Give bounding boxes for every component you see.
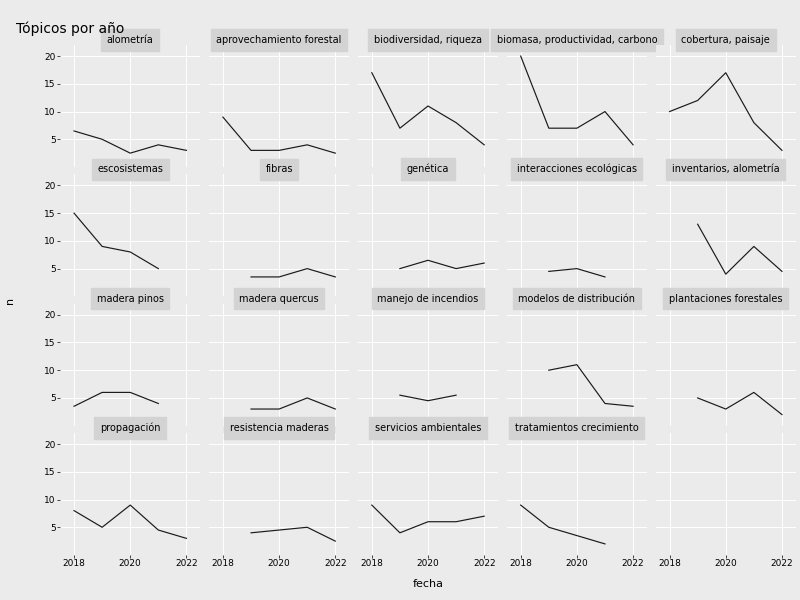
- Title: propagación: propagación: [100, 422, 161, 433]
- Text: Tópicos por año: Tópicos por año: [16, 21, 124, 35]
- Title: manejo de incendios: manejo de incendios: [378, 293, 478, 304]
- Title: aprovechamiento forestal: aprovechamiento forestal: [217, 35, 342, 45]
- Title: inventarios, alometría: inventarios, alometría: [672, 164, 779, 175]
- Title: biodiversidad, riqueza: biodiversidad, riqueza: [374, 35, 482, 45]
- Title: genética: genética: [407, 164, 449, 175]
- Title: cobertura, paisaje: cobertura, paisaje: [682, 35, 770, 45]
- Title: tratamientos crecimiento: tratamientos crecimiento: [515, 423, 638, 433]
- Title: modelos de distribución: modelos de distribución: [518, 293, 635, 304]
- Title: escosistemas: escosistemas: [98, 164, 163, 175]
- Title: alometría: alometría: [107, 35, 154, 45]
- Title: fibras: fibras: [266, 164, 293, 175]
- Title: plantaciones forestales: plantaciones forestales: [669, 293, 782, 304]
- Title: servicios ambientales: servicios ambientales: [375, 423, 481, 433]
- Title: madera quercus: madera quercus: [239, 293, 319, 304]
- Text: n: n: [5, 296, 14, 304]
- Title: interacciones ecológicas: interacciones ecológicas: [517, 164, 637, 175]
- Title: madera pinos: madera pinos: [97, 293, 164, 304]
- Title: biomasa, productividad, carbono: biomasa, productividad, carbono: [497, 35, 657, 45]
- Text: fecha: fecha: [413, 579, 443, 589]
- Title: resistencia maderas: resistencia maderas: [230, 423, 329, 433]
